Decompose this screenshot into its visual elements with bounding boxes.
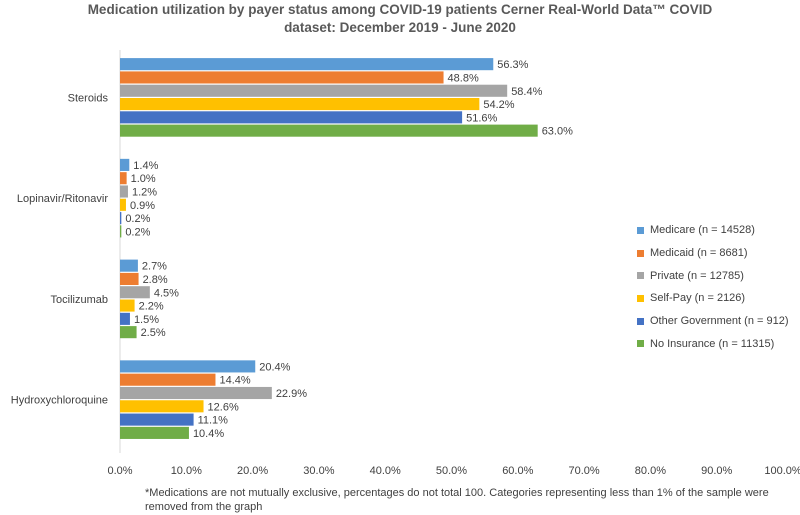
bar <box>120 172 127 185</box>
legend-item-medicare: Medicare (n = 14528) <box>637 219 788 242</box>
bar <box>120 326 137 339</box>
bar <box>120 124 538 137</box>
chart-title-line-2: dataset: December 2019 - June 2020 <box>284 20 516 35</box>
data-label: 2.8% <box>143 274 168 286</box>
bar <box>120 400 204 413</box>
x-tick-label: 80.0% <box>635 465 666 477</box>
legend-swatch <box>637 226 644 234</box>
data-label: 2.5% <box>141 327 166 339</box>
bar <box>120 373 216 386</box>
data-label: 63.0% <box>542 126 573 138</box>
legend-swatch <box>637 272 644 280</box>
bar <box>120 71 444 84</box>
bar <box>120 212 122 225</box>
data-label: 4.5% <box>154 287 179 299</box>
bar <box>120 286 150 299</box>
legend-item-medicaid: Medicaid (n = 8681) <box>637 242 788 265</box>
category-label: Lopinavir/Ritonavir <box>17 193 108 205</box>
data-label: 10.4% <box>193 428 224 440</box>
data-label: 2.2% <box>139 301 164 313</box>
bar <box>120 185 128 198</box>
chart-footnote: *Medications are not mutually exclusive,… <box>145 487 769 513</box>
bar <box>120 360 256 373</box>
category-label: Tocilizumab <box>51 294 108 306</box>
x-tick-label: 100.0% <box>764 465 800 477</box>
x-tick-label: 10.0% <box>171 465 202 477</box>
data-label: 2.7% <box>142 261 167 273</box>
legend-label: Other Government (n = 912) <box>650 315 789 328</box>
bar <box>120 272 139 285</box>
chart-legend: Medicare (n = 14528) Medicaid (n = 8681)… <box>637 219 788 355</box>
x-tick-label: 20.0% <box>237 465 268 477</box>
bar <box>120 413 194 426</box>
data-label: 48.8% <box>448 72 479 84</box>
data-label: 58.4% <box>511 86 542 98</box>
chart-title: Medication utilization by payer status a… <box>0 1 800 37</box>
data-label: 1.0% <box>131 173 156 185</box>
bar <box>120 58 494 71</box>
data-label: 1.5% <box>134 314 159 326</box>
bar <box>120 84 508 97</box>
x-tick-label: 50.0% <box>436 465 467 477</box>
x-tick-label: 40.0% <box>370 465 401 477</box>
legend-item-other-government: Other Government (n = 912) <box>637 310 788 333</box>
bar <box>120 312 130 325</box>
bar <box>120 259 138 272</box>
legend-label: Medicare (n = 14528) <box>650 224 755 237</box>
legend-item-private: Private (n = 12785) <box>637 264 788 287</box>
data-label: 12.6% <box>208 401 239 413</box>
bar <box>120 299 135 312</box>
data-label: 56.3% <box>497 59 528 71</box>
legend-swatch <box>637 340 644 348</box>
data-label: 0.9% <box>130 200 155 212</box>
legend-label: Self-Pay (n = 2126) <box>650 292 746 305</box>
data-label: 51.6% <box>466 112 497 124</box>
bar <box>120 98 480 111</box>
chart-title-line-1: Medication utilization by payer status a… <box>87 2 713 17</box>
data-label: 54.2% <box>483 99 514 111</box>
legend-item-self-pay: Self-Pay (n = 2126) <box>637 287 788 310</box>
data-label: 22.9% <box>276 388 307 400</box>
bar <box>120 158 130 171</box>
legend-label: Private (n = 12785) <box>650 269 744 282</box>
bar <box>120 225 122 238</box>
bar <box>120 198 126 211</box>
data-label: 1.4% <box>133 160 158 172</box>
legend-label: Medicaid (n = 8681) <box>650 247 748 260</box>
x-tick-label: 70.0% <box>568 465 599 477</box>
x-tick-label: 60.0% <box>502 465 533 477</box>
x-tick-label: 30.0% <box>303 465 334 477</box>
bar <box>120 426 189 439</box>
legend-swatch <box>637 294 644 302</box>
legend-item-no-insurance: No Insurance (n = 11315) <box>637 332 788 355</box>
bar <box>120 386 272 400</box>
data-label: 0.2% <box>125 226 150 238</box>
legend-swatch <box>637 317 644 325</box>
category-label: Steroids <box>68 92 109 104</box>
bar <box>120 111 463 124</box>
category-label: Hydroxychloroquine <box>11 395 108 407</box>
x-tick-label: 0.0% <box>107 465 132 477</box>
data-label: 0.2% <box>125 213 150 225</box>
data-label: 14.4% <box>219 375 250 387</box>
x-tick-label: 90.0% <box>701 465 732 477</box>
legend-swatch <box>637 249 644 257</box>
legend-label: No Insurance (n = 11315) <box>650 337 775 350</box>
data-label: 11.1% <box>198 415 229 427</box>
data-label: 20.4% <box>259 361 290 373</box>
data-label: 1.2% <box>132 187 157 199</box>
